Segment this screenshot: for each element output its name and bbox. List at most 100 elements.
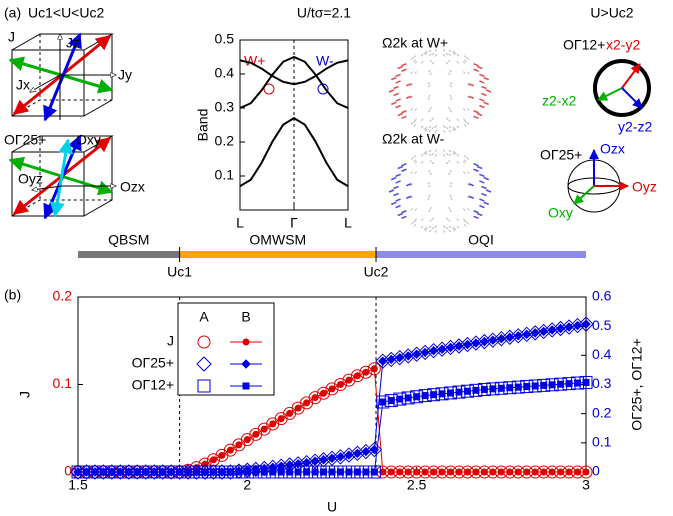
vector-arrow bbox=[429, 126, 431, 128]
legend-row: OΓ12+ bbox=[132, 377, 174, 393]
cube-label: Oyz bbox=[18, 171, 43, 187]
marker bbox=[143, 469, 149, 475]
vector-arrow bbox=[428, 210, 430, 212]
marker bbox=[321, 469, 327, 475]
marker bbox=[481, 469, 487, 475]
phase-segment bbox=[376, 251, 586, 258]
vector-arrow bbox=[415, 61, 417, 63]
vector-arrow bbox=[411, 172, 413, 174]
vector-arrow bbox=[443, 126, 445, 128]
vector-arrow bbox=[394, 193, 399, 195]
vector-arrow bbox=[389, 190, 394, 192]
vector-arrow bbox=[435, 126, 437, 128]
marker bbox=[160, 469, 166, 475]
vector-arrow bbox=[463, 72, 465, 74]
vector-arrow bbox=[464, 156, 466, 158]
vector-arrow bbox=[450, 210, 452, 212]
marker bbox=[346, 377, 352, 383]
marker bbox=[583, 469, 589, 475]
marker bbox=[363, 469, 369, 475]
vector-arrow bbox=[430, 120, 432, 122]
vector-arrow bbox=[486, 190, 491, 192]
vector-arrow bbox=[429, 226, 431, 228]
vector-arrow bbox=[453, 53, 455, 55]
marker bbox=[253, 469, 259, 475]
vector-arrow bbox=[457, 61, 459, 63]
order-label: x2-y2 bbox=[606, 37, 640, 53]
y2-tick-label: 0.1 bbox=[592, 434, 612, 450]
vector-arrow bbox=[396, 99, 401, 101]
vector-arrow bbox=[421, 61, 423, 63]
vector-arrow bbox=[474, 169, 479, 171]
y2-tick-label: 0.5 bbox=[592, 317, 612, 333]
vector-arrow bbox=[398, 114, 403, 116]
marker bbox=[244, 437, 250, 443]
vector-arrow bbox=[457, 126, 459, 128]
marker bbox=[243, 383, 249, 389]
marker bbox=[346, 469, 352, 475]
vector-arrow bbox=[411, 72, 413, 74]
y2-tick-label: 0.6 bbox=[592, 288, 612, 304]
order-label: Oxy bbox=[548, 205, 573, 221]
marker bbox=[524, 469, 530, 475]
vector-arrow bbox=[474, 64, 479, 66]
vector-arrow bbox=[449, 130, 451, 132]
marker bbox=[295, 405, 301, 411]
x-axis-label: U bbox=[327, 499, 337, 515]
cube-label: Jz bbox=[66, 35, 80, 51]
vector-arrow bbox=[467, 72, 469, 74]
vector-arrow bbox=[477, 214, 482, 216]
vector-arrow bbox=[484, 78, 489, 80]
vector-arrow bbox=[394, 87, 399, 89]
vector-arrow bbox=[446, 62, 448, 64]
vector-arrow bbox=[450, 98, 452, 100]
vector-arrow bbox=[396, 106, 401, 108]
vector-arrow bbox=[443, 54, 445, 56]
vector-arrow bbox=[429, 230, 431, 232]
vector-arrow bbox=[398, 214, 403, 216]
vector-arrow bbox=[428, 95, 430, 97]
vector-arrow bbox=[469, 84, 474, 86]
vector-arrow bbox=[450, 195, 452, 197]
vector-arrow bbox=[446, 118, 448, 120]
vector-arrow bbox=[457, 219, 459, 221]
vector-arrow bbox=[389, 90, 394, 92]
y-tick-label: 0.4 bbox=[215, 65, 235, 81]
marker bbox=[464, 469, 470, 475]
vector-arrow bbox=[453, 229, 455, 231]
vector-arrow bbox=[391, 78, 396, 80]
vector-arrow bbox=[414, 224, 416, 226]
marker bbox=[422, 469, 428, 475]
vector-arrow bbox=[479, 199, 484, 201]
marker bbox=[363, 369, 369, 375]
marker bbox=[244, 469, 250, 475]
vector-arrow bbox=[428, 110, 430, 112]
vector-arrow bbox=[467, 158, 469, 160]
cube-label: Oxy bbox=[76, 132, 101, 148]
vector-arrow bbox=[481, 187, 486, 189]
vector-arrow bbox=[414, 220, 416, 222]
marker bbox=[566, 381, 572, 387]
marker bbox=[371, 469, 377, 475]
vector-arrow bbox=[425, 53, 427, 55]
vector-arrow bbox=[414, 160, 416, 162]
vector-arrow bbox=[446, 127, 448, 129]
y-tick-label: 0.5 bbox=[215, 31, 235, 47]
marker bbox=[134, 469, 140, 475]
omega-label: Ω2k at W+ bbox=[382, 35, 448, 51]
y-axis-label: Band bbox=[195, 109, 211, 142]
vector-arrow bbox=[401, 164, 406, 166]
vector-arrow bbox=[429, 154, 431, 156]
vector-arrow bbox=[414, 124, 416, 126]
vector-arrow bbox=[457, 161, 459, 163]
x-tick-label: Γ bbox=[290, 215, 298, 231]
vector-arrow bbox=[446, 162, 448, 164]
cube-label: Ozx bbox=[120, 179, 145, 195]
marker bbox=[168, 469, 174, 475]
marker bbox=[126, 469, 132, 475]
vector-arrow bbox=[469, 184, 474, 186]
vector-arrow bbox=[446, 227, 448, 229]
marker bbox=[549, 469, 555, 475]
vector-arrow bbox=[415, 172, 417, 174]
vector-arrow bbox=[479, 99, 484, 101]
